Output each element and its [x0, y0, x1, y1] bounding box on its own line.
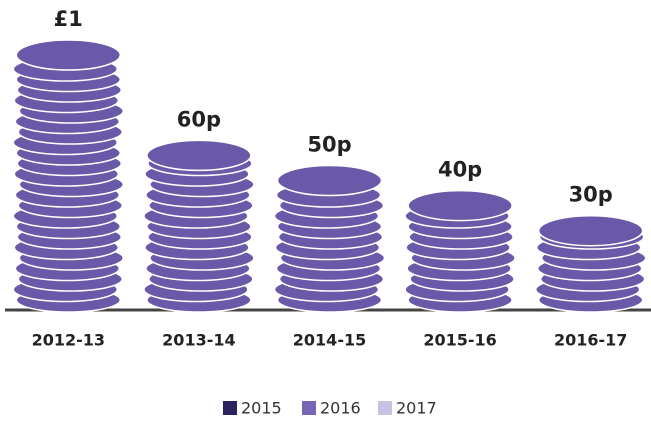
coin-stack — [404, 189, 516, 313]
legend-swatch — [223, 401, 237, 415]
x-tick-label: 2016-17 — [554, 331, 627, 350]
x-tick-label: 2014-15 — [293, 331, 366, 350]
coin-top — [146, 139, 252, 172]
coin-stack — [273, 164, 386, 313]
coin-stack — [12, 39, 125, 313]
value-label: 30p — [569, 183, 613, 207]
x-tick-label: 2012-13 — [32, 331, 105, 350]
value-label: 50p — [307, 133, 351, 157]
value-label: 40p — [438, 158, 482, 182]
coin-stack — [143, 139, 255, 313]
coin-top — [276, 164, 383, 197]
value-label: 60p — [177, 107, 221, 131]
coin-top — [15, 39, 122, 71]
coin-stack — [534, 214, 647, 313]
legend-label: 2016 — [320, 399, 361, 418]
legend-swatch — [378, 401, 392, 415]
x-tick-label: 2015-16 — [423, 331, 496, 350]
x-tick-label: 2013-14 — [162, 331, 235, 350]
legend-label: 2017 — [396, 399, 437, 418]
value-label: £1 — [54, 7, 83, 31]
coin-top — [537, 214, 644, 247]
legend-label: 2015 — [241, 399, 282, 418]
legend-swatch — [302, 401, 316, 415]
coin-top — [407, 189, 513, 222]
